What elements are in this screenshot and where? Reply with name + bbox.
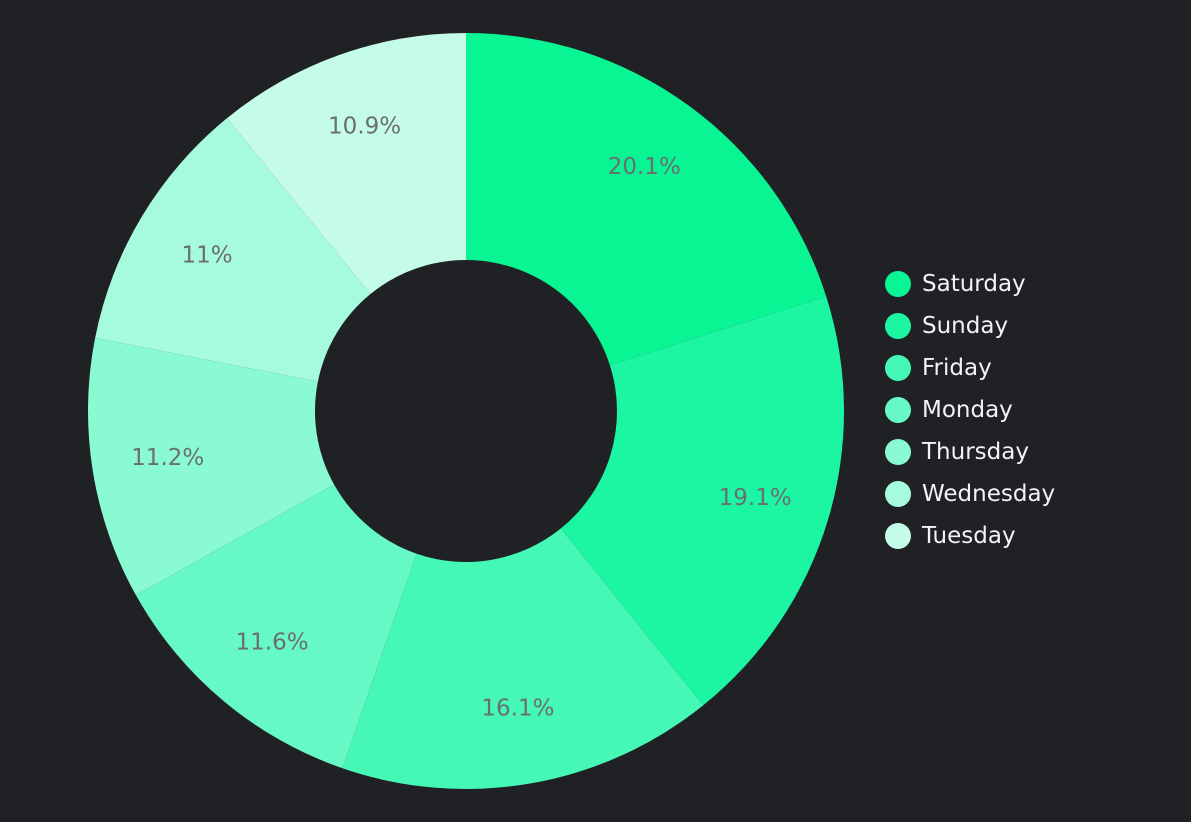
legend-swatch-friday (885, 355, 911, 381)
legend-label-wednesday: Wednesday (922, 481, 1056, 507)
slice-thursday[interactable] (88, 337, 335, 596)
slice-label-friday: 16.1% (481, 696, 554, 722)
legend: Saturday Sunday Friday Monday Thursday Wednes… (885, 263, 1055, 557)
legend-item-tuesday[interactable]: Tuesday (885, 515, 1055, 557)
legend-swatch-thursday (885, 439, 911, 465)
slice-label-sunday: 19.1% (719, 485, 792, 511)
slice-label-saturday: 20.1% (608, 154, 681, 180)
slice-label-thursday: 11.2% (131, 445, 204, 471)
slice-label-tuesday: 10.9% (328, 114, 401, 140)
legend-label-tuesday: Tuesday (922, 523, 1016, 549)
slice-sunday[interactable] (560, 296, 844, 706)
legend-item-wednesday[interactable]: Wednesday (885, 473, 1055, 515)
legend-item-thursday[interactable]: Thursday (885, 431, 1055, 473)
legend-item-sunday[interactable]: Sunday (885, 305, 1055, 347)
legend-label-thursday: Thursday (922, 439, 1029, 465)
donut-slices (88, 33, 844, 789)
legend-item-saturday[interactable]: Saturday (885, 263, 1055, 305)
slice-friday[interactable] (342, 528, 704, 789)
legend-swatch-wednesday (885, 481, 911, 507)
legend-label-saturday: Saturday (922, 271, 1026, 297)
slice-monday[interactable] (135, 484, 417, 769)
donut-labels: 20.1% 19.1% 16.1% 11.6% 11.2% 11% 10.9% (131, 114, 792, 722)
legend-swatch-sunday (885, 313, 911, 339)
legend-swatch-tuesday (885, 523, 911, 549)
slice-label-monday: 11.6% (236, 629, 309, 655)
legend-swatch-saturday (885, 271, 911, 297)
legend-item-monday[interactable]: Monday (885, 389, 1055, 431)
legend-swatch-monday (885, 397, 911, 423)
slice-saturday[interactable] (466, 33, 827, 366)
legend-label-friday: Friday (922, 355, 992, 381)
legend-label-monday: Monday (922, 397, 1013, 423)
slice-wednesday[interactable] (95, 118, 371, 382)
slice-tuesday[interactable] (226, 33, 466, 295)
legend-item-friday[interactable]: Friday (885, 347, 1055, 389)
slice-label-wednesday: 11% (181, 243, 232, 269)
legend-label-sunday: Sunday (922, 313, 1009, 339)
